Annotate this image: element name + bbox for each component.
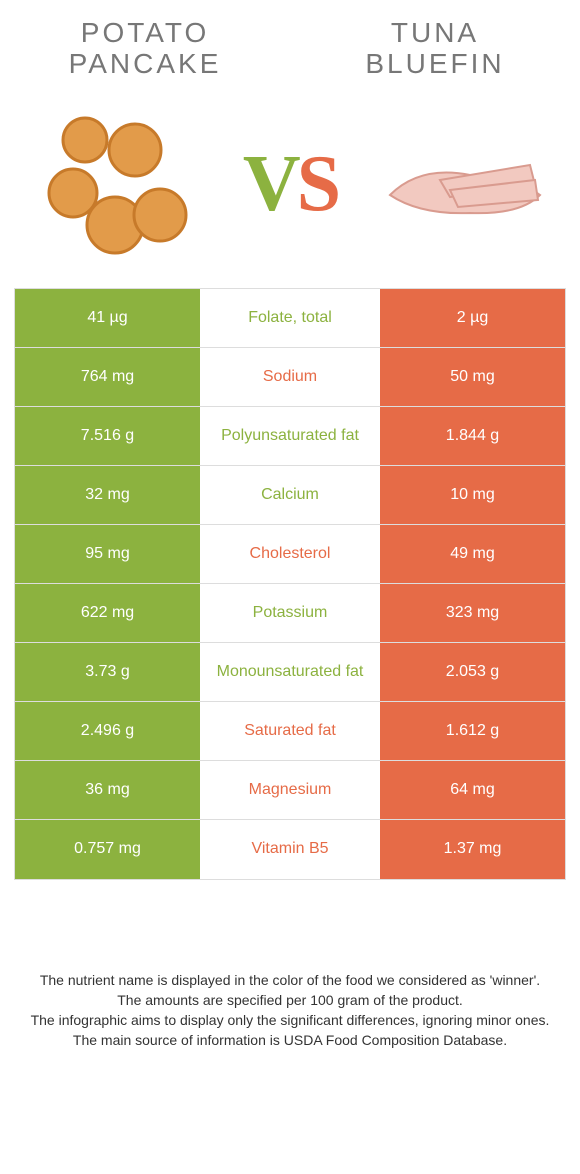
footer-line: The main source of information is USDA F…	[28, 1030, 552, 1050]
tuna-image	[380, 100, 550, 270]
cell-left-value: 7.516 g	[15, 407, 200, 465]
cell-left-value: 32 mg	[15, 466, 200, 524]
infographic: POTATOPANCAKE TUNABLUEFIN VS 41 µgFolate…	[0, 0, 580, 1051]
table-row: 95 mgCholesterol49 mg	[15, 525, 565, 584]
cell-nutrient-name: Sodium	[200, 348, 380, 406]
footer-line: The nutrient name is displayed in the co…	[28, 970, 552, 990]
cell-right-value: 1.612 g	[380, 702, 565, 760]
table-row: 0.757 mgVitamin B51.37 mg	[15, 820, 565, 879]
cell-nutrient-name: Potassium	[200, 584, 380, 642]
cell-left-value: 622 mg	[15, 584, 200, 642]
cell-nutrient-name: Polyunsaturated fat	[200, 407, 380, 465]
cell-nutrient-name: Vitamin B5	[200, 820, 380, 879]
cell-left-value: 0.757 mg	[15, 820, 200, 879]
table-row: 3.73 gMonounsaturated fat2.053 g	[15, 643, 565, 702]
footer-notes: The nutrient name is displayed in the co…	[28, 970, 552, 1051]
cell-right-value: 10 mg	[380, 466, 565, 524]
cell-right-value: 1.37 mg	[380, 820, 565, 879]
cell-left-value: 764 mg	[15, 348, 200, 406]
potato-pancake-image	[30, 100, 200, 270]
vs-s: S	[297, 139, 338, 230]
vs-v: V	[243, 139, 297, 230]
table-row: 7.516 gPolyunsaturated fat1.844 g	[15, 407, 565, 466]
table-row: 2.496 gSaturated fat1.612 g	[15, 702, 565, 761]
cell-right-value: 64 mg	[380, 761, 565, 819]
table-row: 41 µgFolate, total2 µg	[15, 289, 565, 348]
cell-right-value: 1.844 g	[380, 407, 565, 465]
cell-right-value: 2 µg	[380, 289, 565, 347]
cell-left-value: 36 mg	[15, 761, 200, 819]
cell-nutrient-name: Cholesterol	[200, 525, 380, 583]
title-right: TUNABLUEFIN	[330, 18, 540, 80]
title-left: POTATOPANCAKE	[40, 18, 250, 80]
vs-label: VS	[243, 139, 337, 230]
cell-nutrient-name: Monounsaturated fat	[200, 643, 380, 701]
cell-left-value: 3.73 g	[15, 643, 200, 701]
cell-nutrient-name: Folate, total	[200, 289, 380, 347]
hero-row: VS	[0, 90, 580, 288]
cell-nutrient-name: Magnesium	[200, 761, 380, 819]
table-row: 32 mgCalcium10 mg	[15, 466, 565, 525]
table-row: 36 mgMagnesium64 mg	[15, 761, 565, 820]
cell-left-value: 95 mg	[15, 525, 200, 583]
cell-nutrient-name: Saturated fat	[200, 702, 380, 760]
footer-line: The amounts are specified per 100 gram o…	[28, 990, 552, 1010]
table-row: 764 mgSodium50 mg	[15, 348, 565, 407]
cell-right-value: 49 mg	[380, 525, 565, 583]
cell-nutrient-name: Calcium	[200, 466, 380, 524]
cell-left-value: 41 µg	[15, 289, 200, 347]
cell-right-value: 2.053 g	[380, 643, 565, 701]
cell-right-value: 323 mg	[380, 584, 565, 642]
cell-right-value: 50 mg	[380, 348, 565, 406]
titles-row: POTATOPANCAKE TUNABLUEFIN	[0, 0, 580, 90]
cell-left-value: 2.496 g	[15, 702, 200, 760]
comparison-table: 41 µgFolate, total2 µg764 mgSodium50 mg7…	[14, 288, 566, 880]
table-row: 622 mgPotassium323 mg	[15, 584, 565, 643]
footer-line: The infographic aims to display only the…	[28, 1010, 552, 1030]
